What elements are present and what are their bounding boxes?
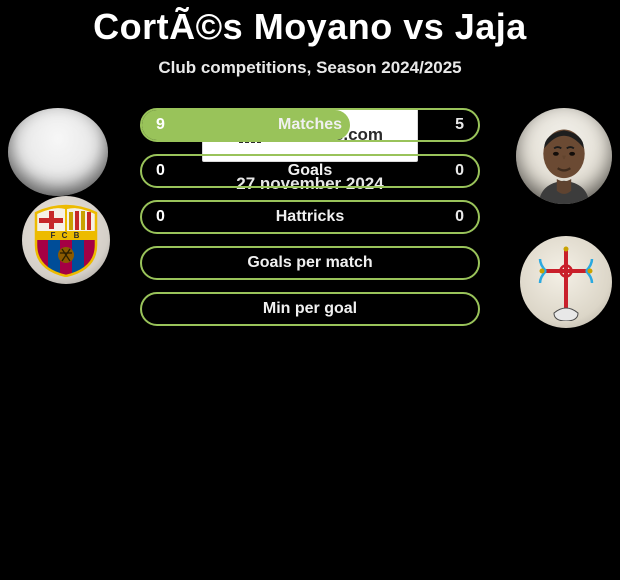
celta-crest-icon: [534, 243, 598, 321]
svg-text:F C B: F C B: [51, 231, 82, 240]
stat-row-min-per-goal: Min per goal: [140, 292, 480, 326]
stat-left-value: 0: [156, 162, 165, 180]
stat-right-value: 0: [455, 162, 464, 180]
club-left-badge: F C B: [22, 196, 110, 284]
stat-right-value: 0: [455, 208, 464, 226]
subtitle: Club competitions, Season 2024/2025: [0, 58, 620, 78]
stats-block: 9 Matches 5 0 Goals 0 0 Hattricks 0 Goal…: [140, 108, 480, 344]
stat-label: Min per goal: [263, 300, 357, 318]
stat-label: Matches: [278, 116, 342, 134]
stat-label: Hattricks: [276, 208, 344, 226]
stat-row-goals: 0 Goals 0: [140, 154, 480, 188]
player-right-photo: [516, 108, 612, 204]
barcelona-crest-icon: F C B: [31, 203, 101, 277]
stat-left-value: 0: [156, 208, 165, 226]
page-title: CortÃ©s Moyano vs Jaja: [0, 0, 620, 48]
stat-label: Goals: [288, 162, 332, 180]
face-icon: [519, 116, 609, 204]
stat-row-goals-per-match: Goals per match: [140, 246, 480, 280]
stat-row-hattricks: 0 Hattricks 0: [140, 200, 480, 234]
player-left-photo: [8, 108, 108, 196]
club-right-badge: [520, 236, 612, 328]
stat-label: Goals per match: [247, 254, 372, 272]
stat-left-value: 9: [156, 116, 165, 134]
stat-row-matches: 9 Matches 5: [140, 108, 480, 142]
stat-right-value: 5: [455, 116, 464, 134]
